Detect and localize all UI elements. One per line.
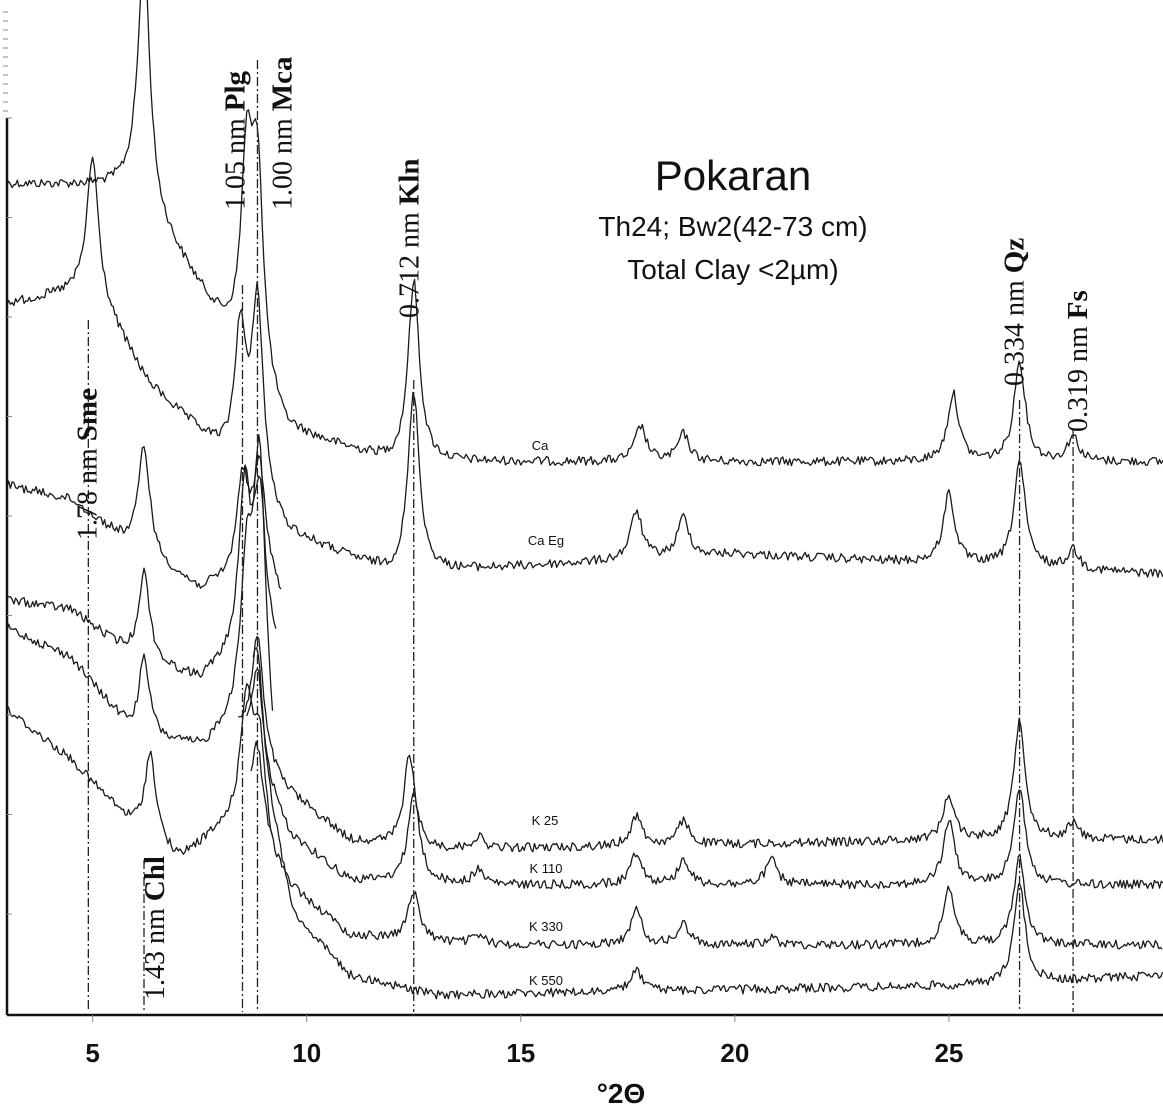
x-tick-label: 20 [720, 1038, 749, 1068]
trace-label-k-330: K 330 [529, 919, 563, 934]
reference-lines [87, 60, 1074, 1012]
x-axis-label: °2Θ [597, 1078, 646, 1109]
chart-subtitle-2: Total Clay <2µm) [627, 254, 838, 285]
trace-label-k-110: K 110 [529, 861, 562, 876]
peak-label-fs: 0.319 nm Fs [1062, 290, 1094, 432]
trace-unlabelled-3 [6, 464, 277, 678]
trace-label-k-550: K 550 [529, 973, 563, 988]
trace-ca-eg [6, 156, 1163, 578]
axes [5, 118, 1163, 1017]
trace-unlabelled-5 [6, 683, 274, 855]
trace-label-ca-eg: Ca Eg [528, 533, 564, 548]
trace-k-330 [250, 740, 1163, 950]
trace-names: Ca Ca Eg K 25 K 110 K 330 K 550 [528, 438, 564, 988]
x-tick-label: 15 [506, 1038, 535, 1068]
xrd-traces [6, 0, 1163, 1000]
trace-k-110 [246, 668, 1163, 890]
trace-unlabelled-4 [6, 434, 274, 743]
trace-label-k-25: K 25 [532, 813, 559, 828]
peak-label-sme: 1.78 nm Sme [71, 388, 103, 540]
trace-label-ca: Ca [532, 438, 549, 453]
peak-label-mca: 1.00 nm Mca [266, 56, 298, 210]
trace-ca [6, 0, 1163, 467]
x-tick-label: 5 [85, 1038, 99, 1068]
peak-labels: 1.78 nm Sme 1.43 nm Chl 1.05 nm Plg 1.00 nm… [71, 56, 1094, 1000]
peak-label-qz: 0.334 nm Qz [999, 238, 1031, 386]
peak-label-chl: 1.43 nm Chl [139, 856, 171, 1000]
trace-unlabelled-2 [6, 445, 282, 590]
chart-subtitle-1: Th24; Bw2(42-73 cm) [598, 211, 867, 242]
trace-k-25 [238, 635, 1163, 853]
x-tick-label: 25 [934, 1038, 963, 1068]
trace-k-550 [252, 647, 1163, 1000]
y-tick-marks [3, 11, 12, 915]
peak-label-kln: 0.712 nm Kln [394, 158, 426, 318]
chart-title: Pokaran [655, 152, 811, 199]
x-tick-labels: 5 10 15 20 25 [85, 1015, 963, 1068]
x-tick-label: 10 [292, 1038, 321, 1068]
peak-label-plg: 1.05 nm Plg [219, 70, 251, 210]
